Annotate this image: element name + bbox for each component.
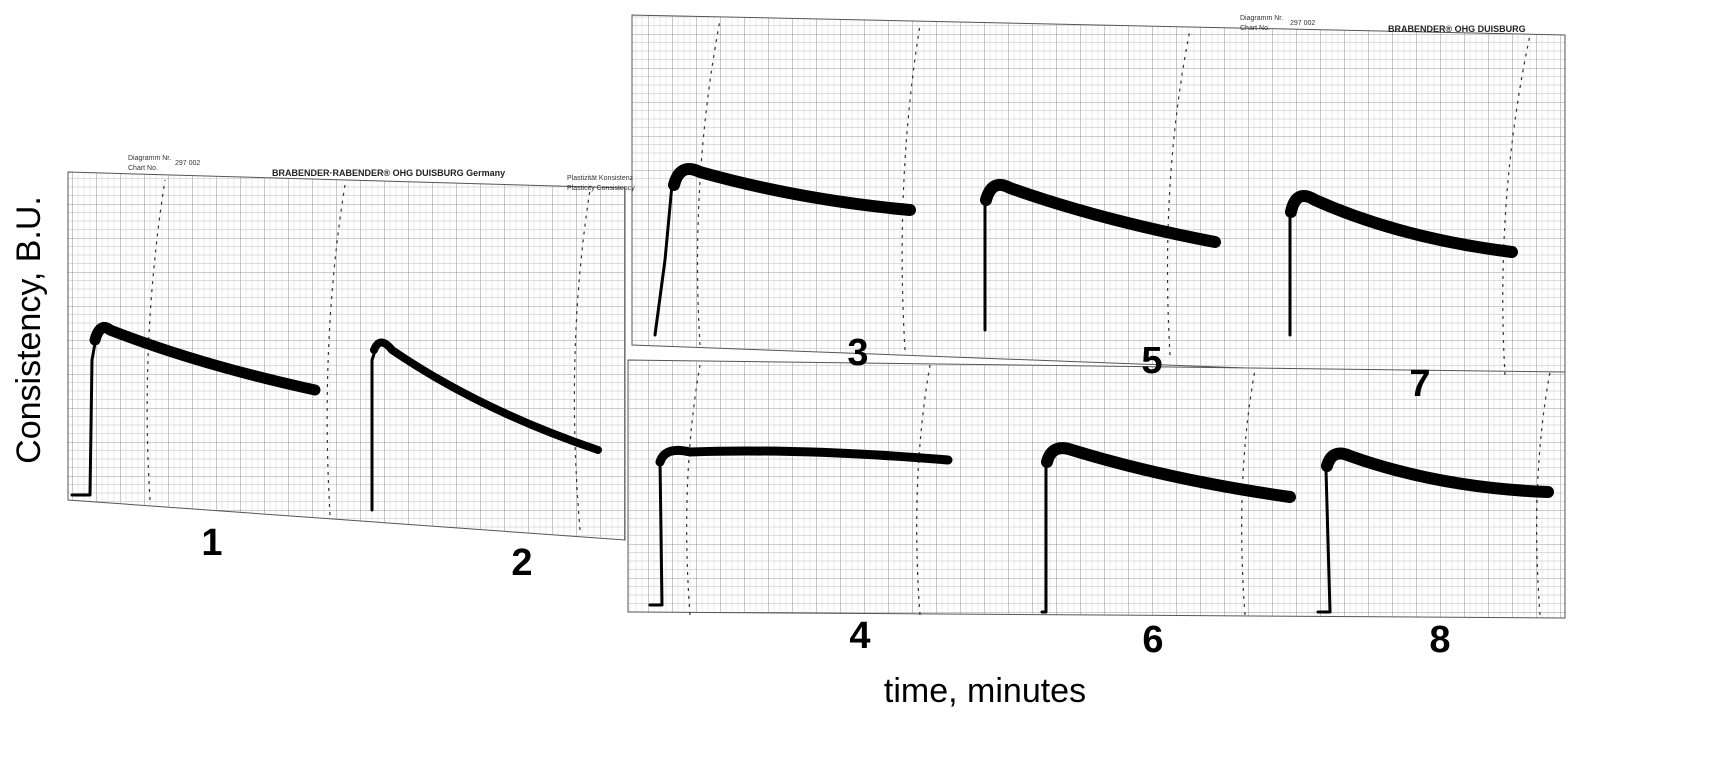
panel-label: 4: [849, 615, 870, 657]
chart-papers: [68, 15, 1565, 618]
panel-label: 2: [511, 542, 532, 584]
figure: Diagramm Nr. Chart No. 297 002 BRABENDER…: [0, 0, 1730, 779]
header-text: Chart No.: [1240, 25, 1270, 32]
header-text: Plastizität Konsistenz: [567, 175, 634, 182]
panel-label: 7: [1409, 363, 1430, 405]
panel-label: 3: [847, 332, 868, 374]
header-text: Diagramm Nr.: [1240, 15, 1283, 22]
header-text: BRABENDER® OHG DUISBURG: [1388, 24, 1526, 34]
y-axis-label: Consistency, B.U.: [10, 196, 48, 464]
header-text: Plasticity Consistency: [567, 185, 635, 192]
panel-label: 6: [1142, 619, 1163, 661]
panel-label: 8: [1429, 619, 1450, 661]
header-text: BRABENDER·RABENDER® OHG DUISBURG Germany: [272, 168, 505, 178]
header-text: 297 002: [1290, 20, 1315, 27]
header-text: Diagramm Nr.: [128, 155, 171, 162]
panel-label: 5: [1141, 340, 1162, 382]
header-text: 297 002: [175, 160, 200, 167]
panel-label: 1: [201, 522, 222, 564]
x-axis-label: time, minutes: [884, 672, 1086, 710]
header-text: Chart No.: [128, 165, 158, 172]
